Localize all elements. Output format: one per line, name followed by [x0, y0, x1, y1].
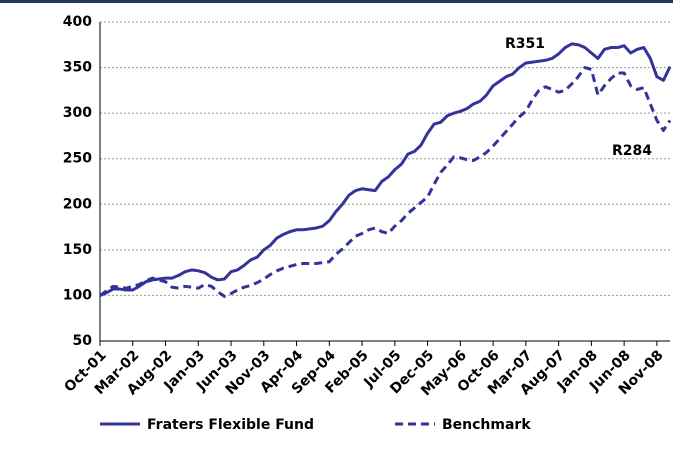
series-line: [99, 66, 672, 298]
y-tick-label: 250: [63, 151, 92, 167]
y-tick-label: 300: [63, 105, 92, 121]
y-tick-label: 50: [73, 333, 93, 349]
y-tick-label: 350: [63, 60, 92, 76]
legend-label: Fraters Flexible Fund: [147, 417, 314, 433]
annotation: R284: [612, 143, 652, 159]
series-line: [99, 42, 672, 297]
legend-label: Benchmark: [442, 417, 531, 433]
y-tick-label: 200: [63, 196, 92, 212]
y-tick-label: 150: [63, 242, 92, 258]
y-tick-label: 100: [63, 287, 92, 303]
annotation: R351: [505, 36, 545, 52]
top-border: [0, 0, 673, 3]
y-tick-label: 400: [63, 14, 92, 30]
